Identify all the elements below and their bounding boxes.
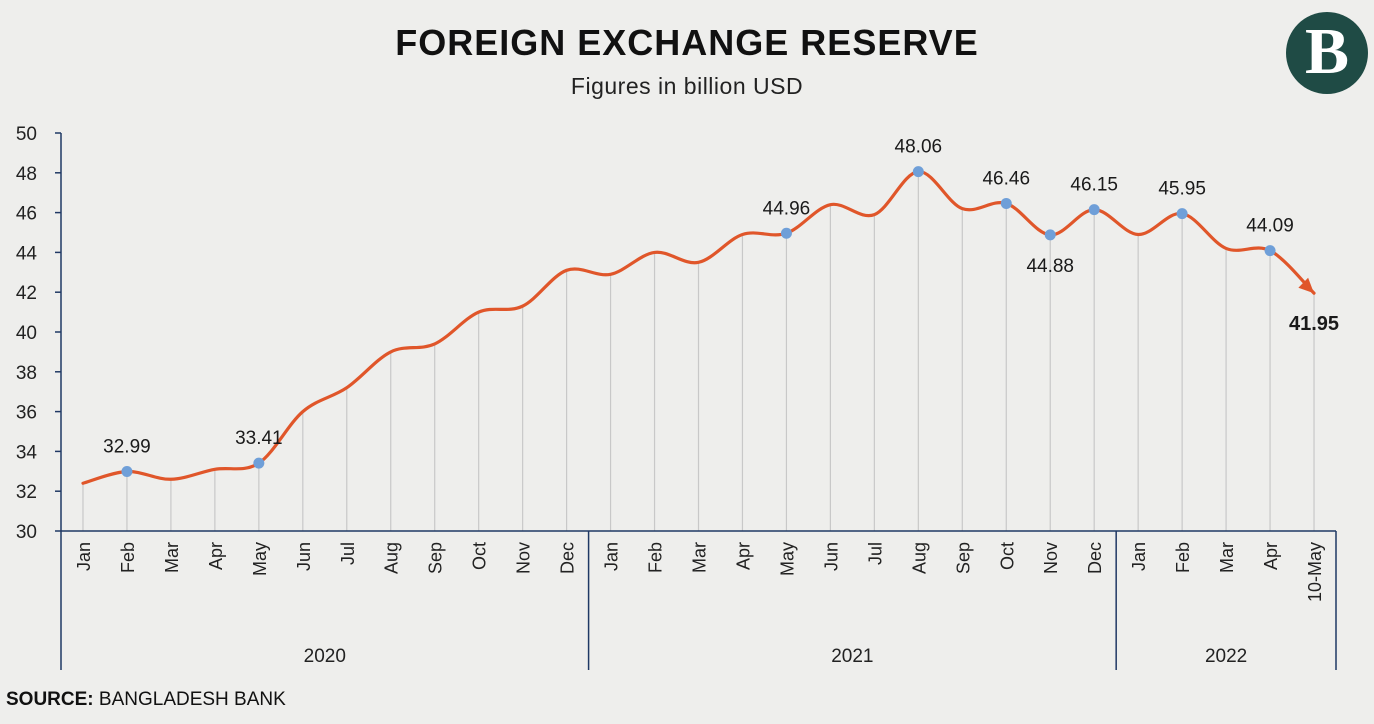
x-tick-label: Apr bbox=[733, 542, 753, 570]
x-tick-label: May bbox=[777, 542, 797, 576]
y-tick-label: 48 bbox=[16, 164, 37, 185]
data-point-marker bbox=[1000, 197, 1012, 209]
source-value: BANGLADESH BANK bbox=[93, 689, 286, 710]
year-label: 2021 bbox=[831, 646, 873, 667]
logo-letter: B bbox=[1304, 15, 1350, 88]
x-tick-label: May bbox=[250, 542, 270, 576]
axes: 30 32 34 36 38 40 42 44 46 48 50 Jan Feb Mar Apr May Jun… bbox=[16, 124, 1337, 670]
y-tick-label: 44 bbox=[16, 243, 38, 264]
source-note: SOURCE: BANGLADESH BANK bbox=[6, 689, 286, 711]
data-label: 45.95 bbox=[1158, 179, 1206, 200]
y-tick-label: 38 bbox=[16, 363, 37, 384]
data-point-marker bbox=[1044, 229, 1056, 241]
brand-logo: B bbox=[1286, 12, 1368, 94]
x-tick-label: Sep bbox=[953, 542, 973, 574]
y-tick-label: 36 bbox=[16, 403, 37, 424]
year-label: 2022 bbox=[1205, 646, 1247, 667]
data-point-marker bbox=[780, 227, 792, 239]
x-tick-label: Mar bbox=[690, 542, 710, 573]
x-tick-label: Aug bbox=[909, 542, 929, 574]
source-label: SOURCE: bbox=[6, 689, 94, 710]
x-tick-label: Jan bbox=[602, 542, 622, 571]
x-tick-label: Aug bbox=[382, 542, 402, 574]
x-tick-label: Feb bbox=[1173, 542, 1193, 573]
y-tick-label: 30 bbox=[16, 522, 37, 543]
grid-lines bbox=[82, 171, 1315, 531]
x-tick-label: Jun bbox=[294, 542, 314, 571]
x-tick-label: Jan bbox=[74, 542, 94, 571]
y-tick-label: 46 bbox=[16, 204, 37, 225]
data-label: 44.88 bbox=[1026, 256, 1074, 277]
x-tick-label: Jan bbox=[1129, 542, 1149, 571]
data-label: 41.95 bbox=[1289, 313, 1339, 335]
x-tick-label: Jul bbox=[865, 542, 885, 565]
data-point-marker bbox=[1264, 245, 1276, 257]
data-point-marker bbox=[1176, 208, 1188, 220]
x-tick-label: Nov bbox=[1041, 542, 1061, 574]
x-tick-label: Feb bbox=[118, 542, 138, 573]
data-point-marker bbox=[1088, 204, 1100, 216]
chart-subtitle: Figures in billion USD bbox=[570, 73, 804, 99]
x-tick-label: 10-May bbox=[1305, 542, 1325, 602]
data-label: 33.41 bbox=[235, 428, 283, 449]
data-label: 46.15 bbox=[1070, 175, 1118, 196]
y-tick-label: 32 bbox=[16, 482, 37, 503]
x-tick-label: Dec bbox=[558, 542, 578, 574]
data-label: 46.46 bbox=[982, 168, 1030, 189]
x-tick-label: Jul bbox=[338, 542, 358, 565]
x-tick-label: Oct bbox=[470, 542, 490, 570]
x-tick-label: Apr bbox=[1261, 542, 1281, 570]
x-tick-label: Feb bbox=[646, 542, 666, 573]
x-tick-label: Dec bbox=[1085, 542, 1105, 574]
data-label: 44.09 bbox=[1246, 216, 1294, 237]
y-tick-label: 50 bbox=[16, 124, 37, 145]
series-line bbox=[81, 170, 1316, 485]
data-label: 32.99 bbox=[103, 436, 151, 457]
data-point-marker bbox=[121, 465, 133, 477]
x-tick-label: Mar bbox=[1217, 542, 1237, 573]
x-tick-label: Apr bbox=[206, 542, 226, 570]
data-labels: 32.99 33.41 44.96 48.06 46.46 44.88 46.15 45.95… bbox=[103, 137, 1339, 458]
data-point-marker bbox=[912, 166, 924, 178]
x-tick-label: Nov bbox=[514, 542, 534, 574]
data-label: 48.06 bbox=[895, 137, 943, 158]
y-tick-label: 42 bbox=[16, 283, 37, 304]
x-tick-label: Mar bbox=[162, 542, 182, 573]
year-label: 2020 bbox=[304, 646, 346, 667]
x-tick-label: Oct bbox=[997, 542, 1017, 570]
chart-title: FOREIGN EXCHANGE RESERVE bbox=[395, 22, 979, 63]
line-end-arrow bbox=[1298, 277, 1315, 294]
x-tick-label: Sep bbox=[426, 542, 446, 574]
x-tick-label: Jun bbox=[821, 542, 841, 571]
y-tick-label: 40 bbox=[16, 323, 37, 344]
series bbox=[81, 166, 1316, 485]
data-point-marker bbox=[253, 457, 265, 469]
y-tick-label: 34 bbox=[16, 442, 38, 463]
data-label: 44.96 bbox=[763, 198, 811, 219]
